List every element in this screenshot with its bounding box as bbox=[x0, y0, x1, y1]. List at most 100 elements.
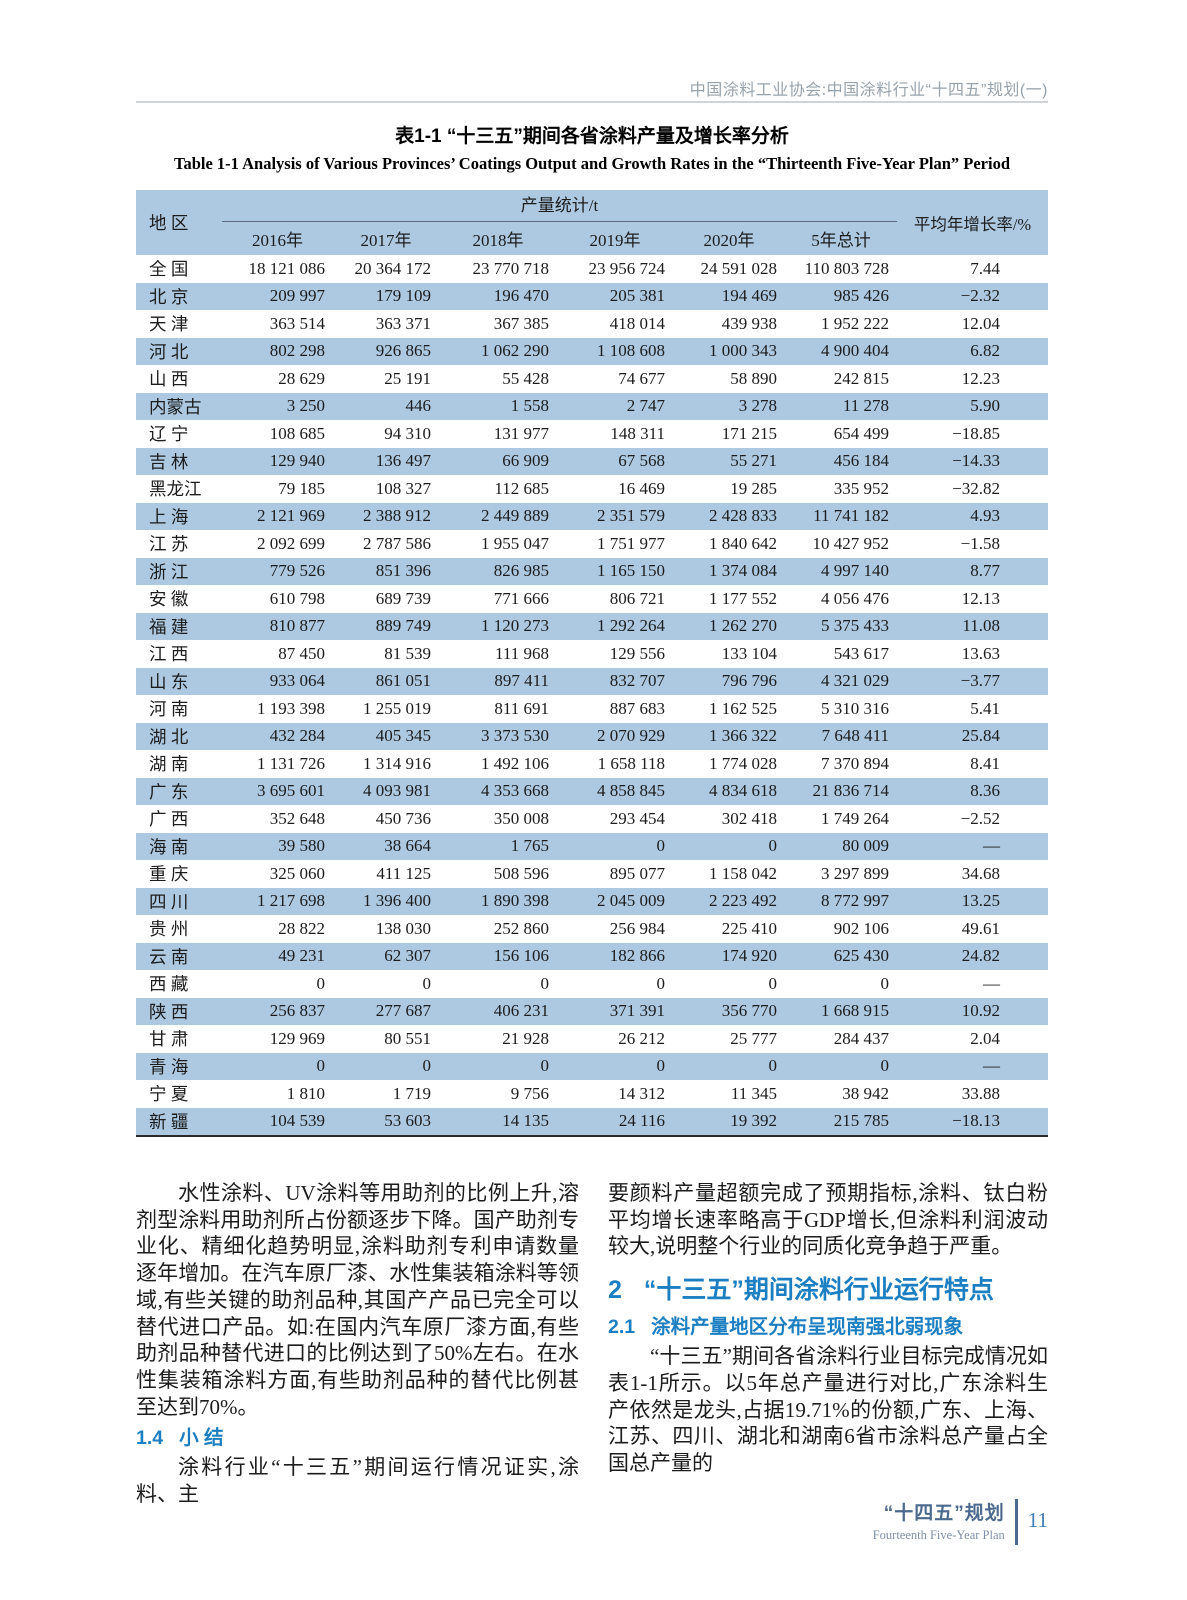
output-value-cell: 53 603 bbox=[384, 1111, 431, 1131]
output-value-cell: 3 297 899 bbox=[821, 863, 890, 883]
output-value-cell: 3 278 bbox=[738, 396, 777, 416]
output-value-cell: 5 310 316 bbox=[821, 698, 890, 718]
output-value-cell: 19 392 bbox=[730, 1111, 777, 1131]
output-value-cell: 1 952 222 bbox=[821, 313, 890, 333]
growth-cell: 33.88 bbox=[961, 1083, 1001, 1103]
growth-cell: −2.32 bbox=[960, 286, 1001, 306]
output-value-cell: 23 770 718 bbox=[472, 258, 550, 278]
growth-cell: 5.90 bbox=[970, 396, 1001, 416]
growth-cell: 12.13 bbox=[961, 588, 1001, 608]
col-header-output-group: 产量统计/t bbox=[222, 190, 898, 222]
output-value-cell: 0 bbox=[422, 1056, 432, 1076]
output-value-cell: 21 928 bbox=[502, 1028, 549, 1048]
output-value-cell: 405 345 bbox=[375, 726, 431, 746]
output-value-cell: 38 942 bbox=[842, 1083, 890, 1103]
region-cell: 河 南 bbox=[149, 699, 189, 720]
growth-cell: −2.52 bbox=[960, 808, 1001, 828]
heading-title: 涂料产量地区分布呈现南强北弱现象 bbox=[651, 1316, 964, 1339]
growth-cell: −3.77 bbox=[960, 671, 1001, 691]
output-value-cell: 196 470 bbox=[493, 286, 549, 306]
table-row: 山 西 28 629 25 191 55 428 74 677 58 890 242 815… bbox=[136, 365, 1048, 393]
output-value-cell: 215 785 bbox=[833, 1111, 890, 1131]
output-value-cell: 8 772 997 bbox=[821, 891, 890, 911]
output-value-cell: 1 668 915 bbox=[821, 1001, 890, 1021]
output-value-cell: 1 719 bbox=[392, 1083, 431, 1103]
output-value-cell: 80 009 bbox=[842, 836, 890, 856]
region-cell: 辽 宁 bbox=[149, 424, 189, 445]
paragraph-region-distribution: “十三五”期间各省涂料行业目标完成情况如表1-1所示。以5年总产量进行对比,广东… bbox=[608, 1344, 1048, 1475]
table-row: 吉 林 129 940 136 497 66 909 67 568 55 271 456 1… bbox=[136, 447, 1049, 475]
output-value-cell: 1 062 290 bbox=[481, 341, 549, 361]
output-value-cell: 4 900 404 bbox=[821, 341, 890, 361]
region-cell: 海 南 bbox=[149, 836, 189, 857]
table-row: 云 南 49 231 62 307 156 106 182 866 174 920 625 … bbox=[136, 942, 1049, 970]
heading-1-4-summary: 1.4 小 结 bbox=[136, 1425, 579, 1451]
region-cell: 吉 林 bbox=[149, 451, 189, 472]
output-value-cell: 62 307 bbox=[384, 946, 431, 966]
table-row: 内蒙古 3 250 446 1 558 2 747 3 278 11 278 5.90 bbox=[136, 392, 1049, 420]
table-row: 甘 肃 129 969 80 551 21 928 26 212 25 777 284 43… bbox=[136, 1025, 1048, 1053]
output-value-cell: 108 685 bbox=[269, 423, 325, 443]
col-header-2018: 2018年 bbox=[472, 231, 524, 250]
table-row: 辽 宁 108 685 94 310 131 977 148 311 171 215 654… bbox=[136, 420, 1048, 448]
table-row: 湖 北 432 284 405 345 3 373 530 2 070 929 1 366… bbox=[136, 722, 1049, 750]
output-value-cell: 418 014 bbox=[609, 313, 665, 333]
output-group-label: 产量统计/t bbox=[222, 196, 898, 222]
output-value-cell: 136 497 bbox=[375, 451, 431, 471]
growth-cell: 12.23 bbox=[961, 368, 1001, 388]
output-value-cell: 25 777 bbox=[730, 1028, 777, 1048]
output-value-cell: 1 177 552 bbox=[709, 588, 777, 608]
growth-cell: −32.82 bbox=[952, 478, 1001, 498]
output-value-cell: 256 837 bbox=[269, 1001, 325, 1021]
output-value-cell: 129 556 bbox=[609, 643, 665, 663]
output-value-cell: 1 840 642 bbox=[709, 533, 777, 553]
heading-number: 2 bbox=[608, 1276, 622, 1305]
growth-cell: 8.41 bbox=[970, 753, 1001, 773]
growth-cell: 8.36 bbox=[970, 781, 1001, 801]
output-value-cell: 25 191 bbox=[384, 368, 431, 388]
output-value-cell: 80 551 bbox=[384, 1028, 431, 1048]
output-value-cell: 1 890 398 bbox=[481, 891, 549, 911]
output-value-cell: 7 370 894 bbox=[821, 753, 890, 773]
output-value-cell: 24 116 bbox=[618, 1111, 665, 1131]
output-value-cell: 2 092 699 bbox=[257, 533, 325, 553]
header-rule bbox=[136, 101, 1048, 103]
growth-cell: — bbox=[983, 836, 1001, 856]
output-value-cell: 2 223 492 bbox=[709, 891, 777, 911]
page-number: 11 bbox=[1027, 1507, 1048, 1532]
output-value-cell: 350 008 bbox=[493, 808, 549, 828]
output-value-cell: 2 070 929 bbox=[597, 726, 665, 746]
col-header-2019: 2019年 bbox=[589, 231, 641, 250]
output-value-cell: 11 345 bbox=[730, 1083, 777, 1103]
output-value-cell: 1 774 028 bbox=[709, 753, 777, 773]
output-value-cell: 24 591 028 bbox=[700, 258, 778, 278]
growth-cell: 11.08 bbox=[962, 616, 1001, 636]
output-value-cell: 21 836 714 bbox=[812, 781, 890, 801]
output-value-cell: 0 bbox=[540, 973, 550, 993]
output-value-cell: 543 617 bbox=[833, 643, 890, 663]
output-value-cell: 179 109 bbox=[375, 286, 431, 306]
growth-cell: 25.84 bbox=[961, 726, 1001, 746]
output-value-cell: 0 bbox=[656, 1056, 666, 1076]
growth-cell: 7.44 bbox=[970, 258, 1001, 278]
output-value-cell: 28 629 bbox=[278, 368, 325, 388]
region-cell: 江 苏 bbox=[149, 534, 189, 555]
growth-cell: 12.04 bbox=[961, 313, 1001, 333]
output-value-cell: 0 bbox=[422, 973, 432, 993]
output-value-cell: 0 bbox=[316, 973, 326, 993]
output-value-cell: 14 135 bbox=[502, 1111, 549, 1131]
output-value-cell: 0 bbox=[316, 1056, 326, 1076]
output-value-cell: 4 858 845 bbox=[597, 781, 665, 801]
output-value-cell: 1 558 bbox=[510, 396, 549, 416]
output-value-cell: 11 741 182 bbox=[813, 506, 890, 526]
output-value-cell: 406 231 bbox=[493, 1001, 549, 1021]
output-value-cell: 411 125 bbox=[376, 863, 431, 883]
output-value-cell: 926 865 bbox=[375, 341, 431, 361]
output-value-cell: 802 298 bbox=[269, 341, 325, 361]
output-value-cell: 0 bbox=[768, 973, 778, 993]
output-value-cell: 806 721 bbox=[609, 588, 665, 608]
output-value-cell: 5 375 433 bbox=[821, 616, 890, 636]
output-value-cell: 352 648 bbox=[269, 808, 325, 828]
growth-cell: 6.82 bbox=[970, 341, 1001, 361]
